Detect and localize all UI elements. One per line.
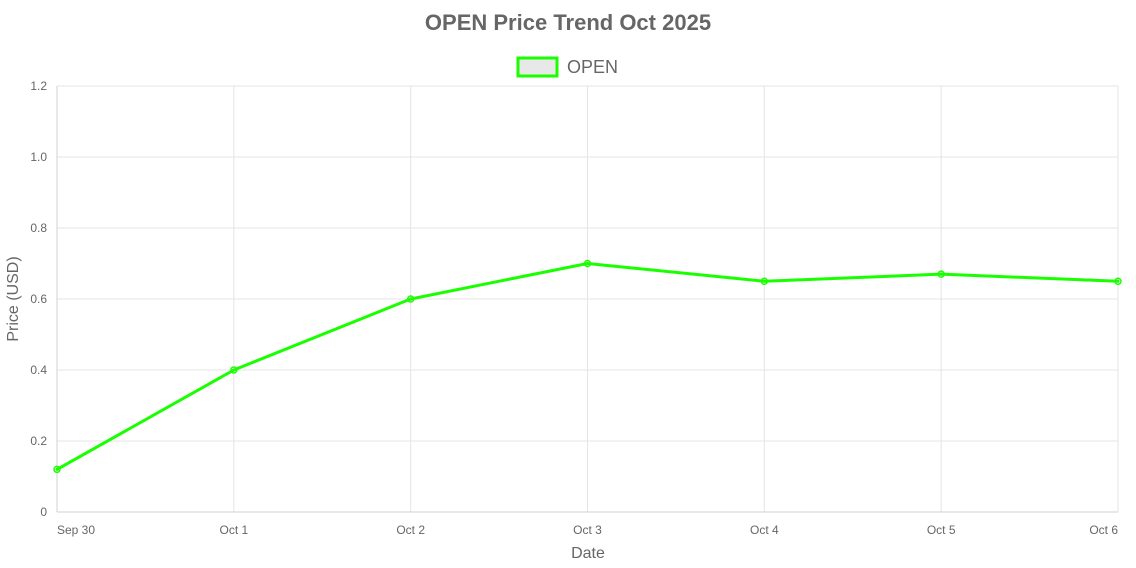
legend[interactable]: OPEN: [516, 56, 618, 78]
chart-title: OPEN Price Trend Oct 2025: [425, 10, 711, 35]
data-point[interactable]: [1114, 277, 1122, 285]
x-tick-label: Oct 1: [219, 523, 248, 537]
x-tick-label: Oct 4: [750, 523, 779, 537]
x-tick-label: Oct 3: [573, 523, 602, 537]
legend-label-open[interactable]: OPEN: [567, 57, 618, 77]
y-tick-label: 0: [40, 505, 47, 519]
data-point[interactable]: [53, 465, 61, 474]
y-tick-label: 0.4: [30, 363, 47, 377]
grid: [56, 85, 1119, 513]
series-line-open: [55, 262, 1120, 471]
data-points[interactable]: [53, 259, 1122, 474]
data-point[interactable]: [937, 270, 945, 278]
y-tick-label: 0.8: [30, 221, 47, 235]
y-tick-label: 0.2: [30, 434, 47, 448]
data-point[interactable]: [583, 259, 592, 268]
x-axis-title: Date: [571, 545, 605, 562]
y-tick-label: 1.0: [30, 150, 47, 164]
data-point[interactable]: [230, 366, 238, 374]
y-tick-label: 0.6: [30, 292, 47, 306]
y-axis-title: Price (USD): [5, 256, 22, 341]
x-tick-label: Sep 30: [57, 523, 95, 537]
y-tick-labels: 0 0.2 0.4 0.6 0.8 1.0 1.2: [30, 79, 47, 519]
legend-swatch-open[interactable]: [516, 56, 559, 78]
x-tick-label: Oct 2: [396, 523, 425, 537]
x-tick-label: Oct 5: [927, 523, 956, 537]
data-point[interactable]: [760, 277, 769, 285]
axes: [56, 86, 1118, 513]
y-tick-label: 1.2: [30, 79, 47, 93]
x-tick-labels: Sep 30 Oct 1 Oct 2 Oct 3 Oct 4 Oct 5 Oct 6: [57, 523, 1118, 537]
data-point[interactable]: [406, 295, 415, 303]
x-tick-label: Oct 6: [1089, 523, 1118, 537]
